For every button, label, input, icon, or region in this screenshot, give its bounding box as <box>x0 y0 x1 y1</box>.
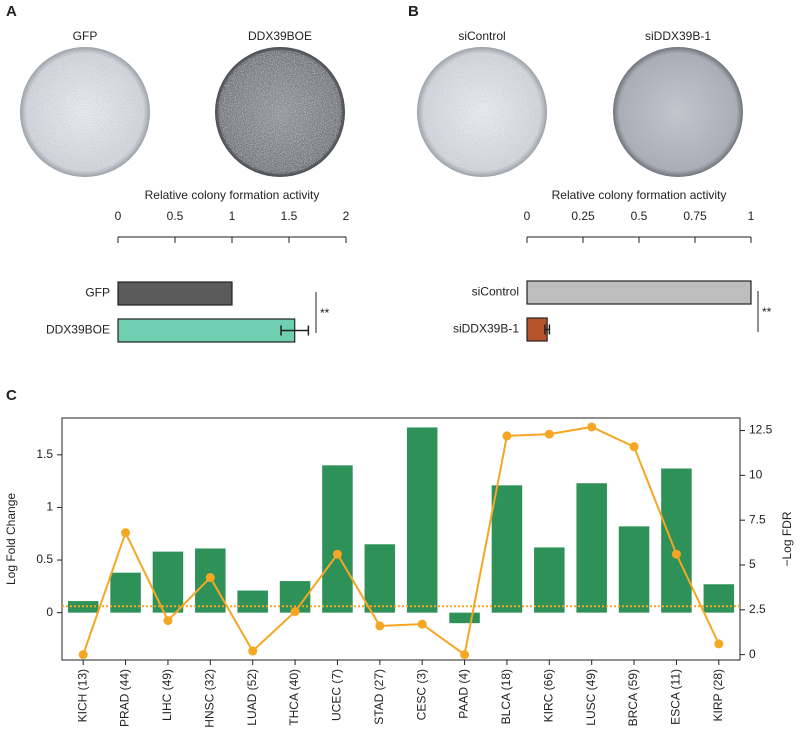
y2-tick-label: 2.5 <box>749 602 766 616</box>
image-label: DDX39BOE <box>248 29 312 43</box>
line-point <box>714 639 724 649</box>
x-tick-label: 1 <box>748 209 755 223</box>
category-label: siDDX39B-1 <box>453 322 519 336</box>
image-label: siDDX39B-1 <box>645 29 711 43</box>
x-tick-label: 0 <box>524 209 531 223</box>
bar <box>526 317 548 342</box>
line-point <box>78 650 88 660</box>
y-tick-label: 1.5 <box>36 447 53 461</box>
y-axis-title: Log Fold Change <box>4 493 18 585</box>
x-tick-label: LUSC (49) <box>584 669 598 726</box>
line-point <box>375 621 385 631</box>
line-point <box>332 549 342 559</box>
dish-texture <box>218 50 342 174</box>
x-tick-label: THCA (40) <box>287 669 301 726</box>
x-tick-label: BLCA (18) <box>499 669 513 724</box>
image-label: siControl <box>458 29 505 43</box>
error-bar <box>544 324 551 335</box>
line <box>82 425 720 657</box>
x-tick-label: 1.5 <box>281 209 298 223</box>
x-tick-label: STAD (27) <box>372 669 386 725</box>
line-point <box>460 650 470 660</box>
line-point <box>248 646 258 656</box>
category-label: GFP <box>85 286 110 300</box>
significance-label: ** <box>320 306 330 320</box>
bar <box>703 584 735 613</box>
line-point <box>290 607 300 617</box>
y2-tick-label: 0 <box>749 647 756 661</box>
bar <box>117 281 233 306</box>
image-label: GFP <box>73 29 98 43</box>
bar <box>449 612 480 624</box>
bar <box>237 590 268 613</box>
y2-tick-label: 12.5 <box>749 423 773 437</box>
x-tick-label: KIRP (28) <box>711 669 725 721</box>
line-point <box>121 528 131 538</box>
x-tick-label: KICH (13) <box>75 669 89 722</box>
line-point <box>544 429 554 439</box>
bar <box>491 485 523 613</box>
y-tick-label: 1 <box>46 500 53 514</box>
x-tick-label: UCEC (7) <box>330 669 344 721</box>
bar <box>364 544 396 613</box>
dish-texture <box>23 50 147 174</box>
line-point <box>163 616 173 626</box>
bar <box>534 547 565 613</box>
panel-label: B <box>408 3 419 20</box>
x-tick-label: KIRC (66) <box>541 669 555 722</box>
line-point <box>417 619 427 629</box>
y2-tick-label: 10 <box>749 468 763 482</box>
category-label: siControl <box>472 285 519 299</box>
y-tick-label: 0 <box>46 605 53 619</box>
category-label: DDX39BOE <box>46 323 110 337</box>
line-point <box>587 422 597 432</box>
bar <box>406 427 438 613</box>
x-tick-label: HNSC (32) <box>202 669 216 728</box>
x-tick-label: PAAD (4) <box>457 669 471 719</box>
dish-texture <box>616 50 740 174</box>
y2-tick-label: 7.5 <box>749 512 766 526</box>
bar <box>117 318 296 343</box>
y-tick-label: 0.5 <box>36 552 53 566</box>
bar <box>661 468 692 613</box>
line-point <box>502 431 512 441</box>
x-tick-label: CESC (3) <box>414 669 428 720</box>
bar <box>576 483 607 613</box>
axis-title: Relative colony formation activity <box>552 188 727 202</box>
line-point <box>205 573 215 583</box>
bar <box>322 465 353 613</box>
y2-axis-title: −Log FDR <box>780 511 794 566</box>
x-tick-label: 1 <box>229 209 236 223</box>
panel-label: A <box>6 3 17 20</box>
bar <box>618 526 650 613</box>
x-tick-label: ESCA (11) <box>669 669 683 725</box>
dish-texture <box>420 50 544 174</box>
panel-label: C <box>6 387 17 404</box>
line-point <box>629 442 639 452</box>
significance-label: ** <box>762 305 772 319</box>
x-tick-label: 0 <box>115 209 122 223</box>
x-tick-label: BRCA (59) <box>626 669 640 726</box>
x-tick-label: PRAD (44) <box>118 669 132 727</box>
y2-tick-label: 5 <box>749 557 756 571</box>
dishes <box>20 47 743 177</box>
bar <box>526 280 752 305</box>
line-point <box>671 549 681 559</box>
x-tick-label: 0.75 <box>683 209 707 223</box>
x-tick-label: 2 <box>343 209 350 223</box>
x-tick-label: LUAD (52) <box>245 669 259 726</box>
x-tick-label: 0.5 <box>631 209 648 223</box>
plot-frame <box>61 417 741 661</box>
axis-title: Relative colony formation activity <box>145 188 320 202</box>
x-tick-label: 0.25 <box>571 209 595 223</box>
x-tick-label: 0.5 <box>167 209 184 223</box>
error-bar <box>280 325 310 336</box>
bar <box>152 551 184 613</box>
x-tick-label: LIHC (49) <box>160 669 174 721</box>
